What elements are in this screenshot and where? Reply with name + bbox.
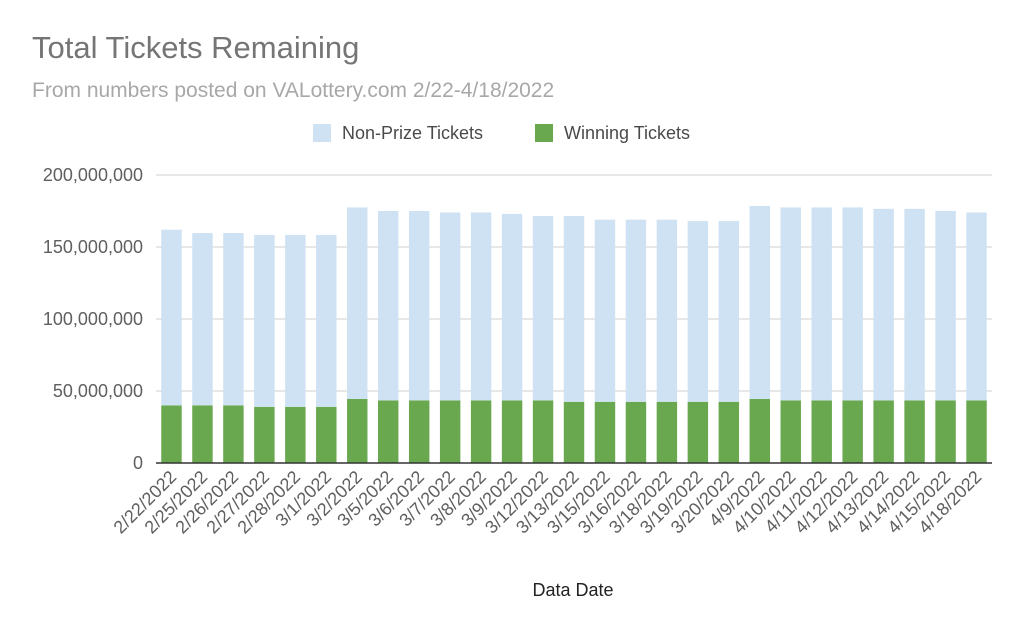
bar-winning-tickets — [285, 406, 306, 463]
bar-non-prize-tickets — [873, 208, 894, 401]
bar-non-prize-tickets — [780, 207, 801, 401]
bar-winning-tickets — [347, 398, 368, 463]
bar-winning-tickets — [687, 401, 709, 463]
y-axis-ticks: 0 50,000,000 100,000,000 150,000,000 200,000… — [43, 165, 143, 473]
bar-non-prize-tickets — [223, 233, 244, 406]
bar-winning-tickets — [873, 400, 894, 463]
bar-winning-tickets — [563, 401, 585, 463]
bar-non-prize-tickets — [347, 207, 368, 399]
y-tick-label: 100,000,000 — [43, 309, 143, 329]
bar-winning-tickets — [161, 405, 182, 463]
bar-non-prize-tickets — [470, 212, 492, 401]
chart-title: Total Tickets Remaining — [32, 30, 359, 65]
bar-winning-tickets — [935, 400, 956, 463]
chart-subtitle: From numbers posted on VALottery.com 2/2… — [32, 79, 554, 102]
bar-non-prize-tickets — [254, 234, 275, 407]
y-tick-label: 0 — [133, 453, 143, 473]
bar-winning-tickets — [470, 400, 492, 463]
bar-non-prize-tickets — [594, 219, 616, 402]
x-axis-ticks: 2/22/20222/25/20222/26/20222/27/20222/28… — [110, 467, 986, 538]
bar-winning-tickets — [501, 400, 523, 463]
bar-winning-tickets — [532, 400, 554, 463]
bar-non-prize-tickets — [625, 219, 647, 402]
bar-non-prize-tickets — [316, 234, 337, 407]
bar-non-prize-tickets — [563, 216, 585, 402]
bar-winning-tickets — [378, 400, 399, 463]
bar-non-prize-tickets — [408, 211, 430, 401]
bar-winning-tickets — [223, 405, 244, 463]
bars — [161, 205, 987, 463]
bar-non-prize-tickets — [439, 212, 461, 401]
bar-winning-tickets — [904, 400, 925, 463]
bar-non-prize-tickets — [904, 208, 925, 401]
bar-non-prize-tickets — [966, 212, 987, 401]
bar-winning-tickets — [254, 406, 275, 463]
y-tick-label: 150,000,000 — [43, 237, 143, 257]
legend-label-winning: Winning Tickets — [564, 123, 690, 143]
bar-winning-tickets — [594, 401, 616, 463]
bar-winning-tickets — [625, 401, 647, 463]
bar-non-prize-tickets — [842, 207, 863, 401]
bar-winning-tickets — [842, 400, 863, 463]
legend-label-non-prize: Non-Prize Tickets — [342, 123, 483, 143]
y-tick-label: 200,000,000 — [43, 165, 143, 185]
y-tick-label: 50,000,000 — [53, 381, 143, 401]
bar-non-prize-tickets — [161, 229, 182, 406]
bar-winning-tickets — [408, 400, 430, 463]
bar-winning-tickets — [718, 401, 740, 463]
bar-non-prize-tickets — [749, 205, 770, 399]
x-axis-title: Data Date — [532, 580, 613, 600]
bar-winning-tickets — [966, 400, 987, 463]
bar-non-prize-tickets — [285, 234, 306, 407]
bar-winning-tickets — [192, 405, 213, 463]
bar-non-prize-tickets — [378, 211, 399, 401]
bar-non-prize-tickets — [192, 233, 213, 406]
bar-non-prize-tickets — [656, 219, 678, 402]
bar-non-prize-tickets — [935, 211, 956, 401]
bar-non-prize-tickets — [811, 207, 832, 401]
bar-non-prize-tickets — [532, 216, 554, 401]
bar-winning-tickets — [656, 401, 678, 463]
bar-winning-tickets — [811, 400, 832, 463]
bar-non-prize-tickets — [687, 221, 709, 402]
bar-winning-tickets — [780, 400, 801, 463]
bar-non-prize-tickets — [501, 213, 523, 401]
bar-non-prize-tickets — [718, 221, 740, 402]
legend-swatch-non-prize — [313, 124, 331, 142]
legend: Non-Prize Tickets Winning Tickets — [313, 123, 690, 143]
legend-swatch-winning — [535, 124, 553, 142]
bar-winning-tickets — [749, 398, 770, 463]
bar-winning-tickets — [316, 406, 337, 463]
bar-winning-tickets — [439, 400, 461, 463]
